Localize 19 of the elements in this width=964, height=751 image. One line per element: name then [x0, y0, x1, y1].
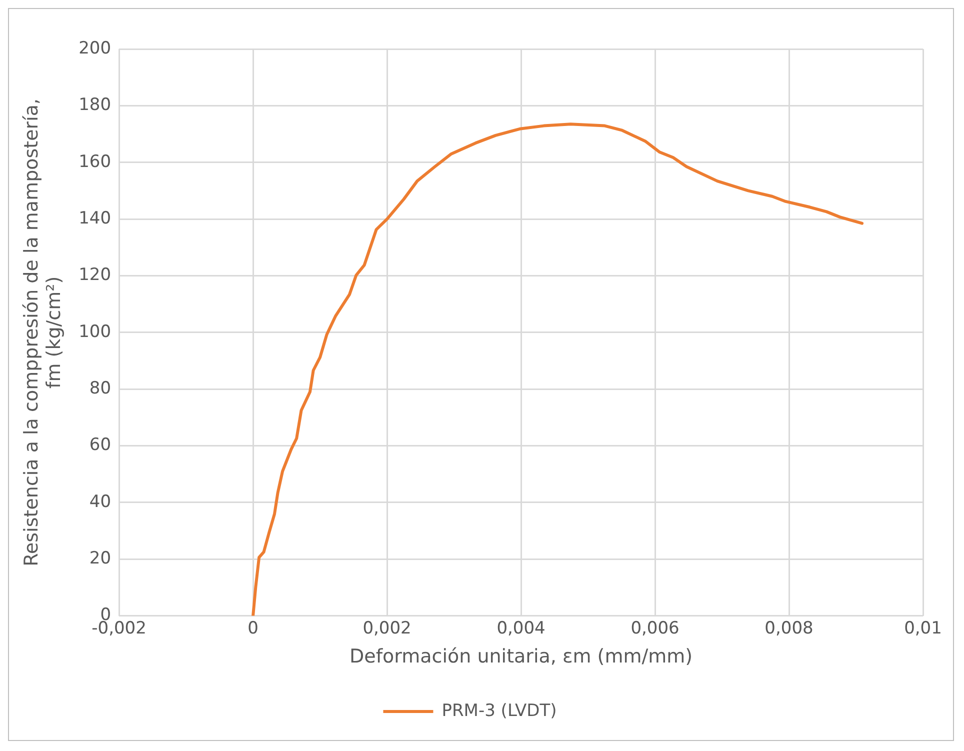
y-tick-label: 60: [89, 435, 112, 456]
x-tick-label: 0,01: [904, 618, 942, 638]
x-tick-label: 0,006: [630, 618, 680, 638]
y-tick-label: 200: [78, 38, 112, 58]
y-tick-label: 40: [89, 492, 112, 512]
y-tick-label: 140: [78, 208, 112, 228]
y-tick-label: 80: [89, 378, 112, 398]
x-axis-title: Deformación unitaria, εm (mm/mm): [350, 646, 693, 668]
x-tick-label: 0,002: [362, 618, 412, 638]
y-tick-label: 180: [78, 95, 112, 116]
y-axis-title: Resistencia a la comppresión de la mampostería, fm (kg/cm²): [20, 98, 66, 566]
x-tick-label: 0: [248, 618, 258, 638]
x-tick-label: 0,004: [496, 618, 546, 638]
legend-label: PRM-3 (LVDT): [442, 700, 557, 721]
y-tick-label: 160: [78, 152, 112, 172]
x-tick-label: 0,008: [764, 618, 814, 638]
y-tick-label: 120: [78, 265, 112, 286]
y-tick-label: 100: [78, 322, 112, 342]
y-tick-label: 20: [89, 548, 112, 569]
